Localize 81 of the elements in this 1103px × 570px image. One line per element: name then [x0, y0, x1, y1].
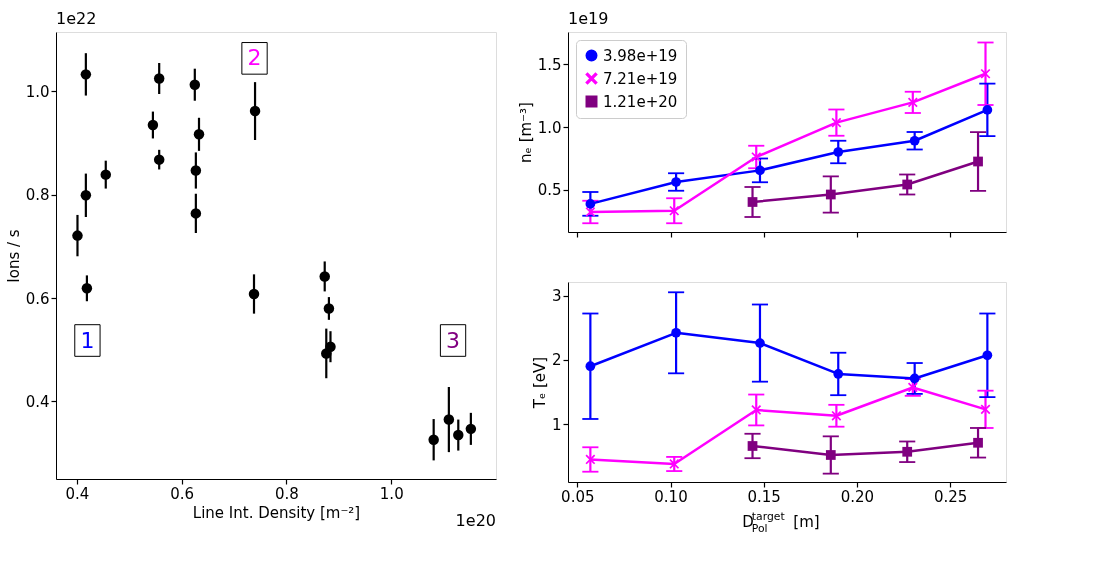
y-tick-label: 3 [551, 287, 562, 305]
point [751, 152, 762, 162]
point [80, 69, 92, 80]
point [465, 423, 477, 435]
point [831, 410, 842, 421]
y-tick-label: 0.8 [25, 186, 50, 205]
point [982, 105, 993, 115]
x-tick-label: 0.4 [65, 484, 90, 503]
point [443, 414, 455, 425]
point [982, 350, 993, 361]
point [249, 105, 261, 117]
x-tick-label: 0.8 [275, 484, 299, 503]
annotation: 2 [247, 45, 262, 71]
point [980, 404, 991, 415]
point [902, 446, 913, 457]
point [671, 177, 681, 187]
point [193, 129, 205, 140]
point [909, 373, 920, 384]
point [190, 165, 202, 176]
x-tick-label: 0.20 [840, 487, 875, 506]
point [833, 147, 844, 157]
x-tick-label: 0.10 [654, 487, 688, 506]
legend-label: 3.98e+19 [603, 46, 678, 65]
text: 1e22 [56, 9, 97, 28]
point [747, 441, 758, 451]
y-tick-label: 0.5 [537, 181, 562, 199]
point [81, 283, 93, 294]
point [428, 434, 439, 445]
point [453, 429, 464, 441]
point [973, 156, 983, 167]
x-tick-label: 0.25 [933, 487, 968, 506]
point [669, 205, 680, 216]
y-tick-label: 0.6 [25, 289, 50, 308]
y-tick-label: 1 [551, 415, 562, 434]
x-tick-label: 0.15 [747, 487, 781, 506]
point [671, 327, 681, 338]
legend-label: 1.21e+20 [603, 92, 678, 111]
y-tick-label: 0.4 [25, 392, 50, 411]
legend-label: 7.21e+19 [603, 69, 678, 88]
point [80, 190, 92, 201]
point [755, 165, 765, 176]
annotation: 3 [446, 327, 461, 353]
x-tick-label: 0.05 [561, 487, 595, 506]
y-axis-title: nₑ [m⁻³] [516, 102, 535, 163]
point [902, 179, 913, 190]
point [248, 288, 260, 300]
point [189, 79, 201, 90]
point [153, 73, 165, 84]
point [72, 230, 83, 241]
point [825, 189, 836, 200]
point [747, 197, 758, 207]
x-axis-title: Line Int. Density [m⁻²] [192, 503, 361, 522]
point [973, 437, 983, 448]
point [190, 208, 202, 219]
x-tick-label: 0.6 [170, 484, 195, 503]
point [100, 169, 112, 180]
point [907, 97, 918, 108]
point [755, 338, 765, 348]
point [831, 117, 842, 128]
annotation: 1 [80, 327, 95, 353]
point [585, 361, 596, 372]
point [833, 369, 844, 379]
point [825, 450, 836, 460]
y-tick-label: 1.0 [25, 82, 50, 101]
point [153, 154, 165, 165]
point [323, 303, 335, 314]
point [325, 341, 336, 352]
point [751, 405, 762, 415]
text: 1e20 [455, 511, 496, 530]
point [585, 199, 596, 209]
y-tick-label: 1.0 [537, 118, 562, 137]
y-tick-label: 1.5 [537, 56, 562, 74]
y-axis-title: Tₑ [eV] [530, 356, 549, 410]
point [147, 119, 159, 131]
point [319, 271, 330, 282]
point [909, 135, 920, 146]
y-tick-label: 2 [551, 351, 562, 370]
y-axis-title: Ions / s [4, 229, 23, 283]
x-tick-label: 1.0 [379, 484, 404, 503]
point [585, 454, 596, 465]
text: 1e19 [568, 9, 609, 28]
